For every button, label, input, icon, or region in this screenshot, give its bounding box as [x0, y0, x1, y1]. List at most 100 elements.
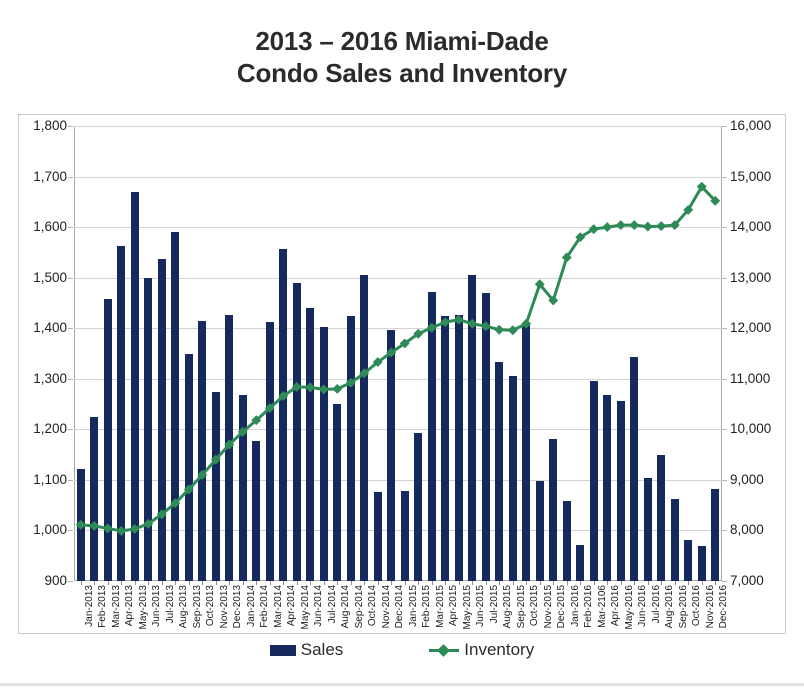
left-axis-tick-mark: [68, 429, 73, 431]
sales-bar: [481, 293, 490, 581]
x-axis-tick-label: Feb-2013: [97, 585, 109, 628]
x-axis-tick-mark: [418, 581, 420, 585]
left-axis-tick-label: 1,300: [33, 370, 67, 386]
sales-bar: [711, 489, 720, 581]
x-axis-tick-label: Jun-2015: [475, 585, 487, 627]
x-axis-tick-mark: [175, 581, 177, 585]
x-axis-tick-mark: [296, 581, 298, 585]
right-y-axis: 16,000 15,000 14,000 13,000 12,000 11,000 10,0…: [722, 115, 787, 587]
x-axis-tick-label: Dec-2015: [556, 585, 568, 629]
sales-bar: [130, 191, 139, 581]
x-axis-tick-mark: [377, 581, 379, 585]
x-axis-tick-label: May-2016: [623, 585, 635, 630]
sales-bar: [643, 478, 652, 581]
x-axis-tick-mark: [634, 581, 636, 585]
x-axis-tick-mark: [647, 581, 649, 585]
x-axis-tick-mark: [593, 581, 595, 585]
sales-swatch-icon: [269, 644, 296, 656]
x-axis-tick-label: May-2015: [461, 585, 473, 630]
x-axis-tick-label: Jan-2015: [407, 585, 419, 627]
x-axis-tick-label: Nov-2014: [380, 585, 392, 629]
sales-bar: [603, 394, 612, 581]
x-axis-tick-label: Jan-2013: [83, 585, 95, 627]
x-axis-tick-mark: [161, 581, 163, 585]
left-axis-tick-mark: [68, 479, 73, 481]
gridline: [74, 176, 722, 178]
left-axis-line: [74, 126, 75, 581]
sales-bar: [468, 274, 477, 581]
sales-bar: [117, 245, 126, 581]
inventory-swatch-diamond-icon: [437, 644, 451, 657]
title-line-2: Condo Sales and Inventory: [236, 57, 568, 88]
x-axis-tick-label: Aug-2014: [340, 585, 352, 629]
x-axis-tick-label: Jul-2016: [650, 585, 662, 624]
sales-bar: [103, 299, 112, 581]
sales-bar: [252, 440, 261, 581]
x-axis-tick-label: Jul-2014: [326, 585, 338, 624]
left-axis-tick-label: 1,400: [33, 320, 67, 336]
sales-bar: [630, 356, 639, 581]
sales-bar: [427, 292, 436, 581]
x-axis-tick-label: Mar-2106: [596, 585, 608, 628]
x-axis-tick-mark: [242, 581, 244, 585]
left-axis-tick-label: 1,200: [33, 421, 67, 437]
x-axis-tick-mark: [620, 581, 622, 585]
sales-bar: [495, 361, 504, 581]
sales-bar: [454, 314, 463, 581]
x-axis-tick-label: Jun-2014: [313, 585, 325, 627]
sales-bar: [400, 490, 409, 581]
sales-bar: [535, 481, 544, 581]
x-axis-tick-mark: [283, 581, 285, 585]
x-axis-tick-label: Oct-2013: [205, 585, 217, 627]
right-axis-tick-label: 12,000: [730, 320, 772, 336]
x-axis-tick-mark: [202, 581, 204, 585]
x-axis-tick-label: Aug-2015: [502, 585, 514, 629]
x-axis-tick-label: Apr-2015: [448, 585, 460, 627]
x-axis-tick-mark: [526, 581, 528, 585]
left-axis-tick-label: 1,800: [33, 118, 67, 133]
sales-bar: [346, 316, 355, 581]
right-axis-tick-mark: [722, 126, 727, 127]
x-axis-tick-label: Nov-2013: [218, 585, 230, 629]
x-axis-tick-label: May-2014: [299, 585, 311, 630]
sales-bar: [292, 283, 301, 581]
x-axis-tick-label: Sep-2013: [191, 585, 203, 629]
chart-frame: 1,800 1,700 1,600 1,500 1,400 1,300 1,200 1,100…: [18, 114, 786, 634]
sales-bar: [211, 391, 220, 581]
right-axis-tick-label: 8,000: [730, 522, 764, 538]
x-axis-tick-label: Jul-2015: [488, 585, 500, 624]
x-axis-tick-mark: [499, 581, 501, 585]
x-axis-tick-mark: [364, 581, 366, 585]
x-axis-tick-mark: [215, 581, 217, 585]
bottom-axis-line: [74, 580, 722, 581]
x-axis-tick-label: Jan-2016: [569, 585, 581, 627]
x-axis-tick-mark: [512, 581, 514, 585]
x-axis-tick-mark: [580, 581, 582, 585]
legend-item-sales[interactable]: Sales: [269, 640, 343, 660]
x-axis-tick-mark: [472, 581, 474, 585]
sales-bar: [76, 468, 85, 581]
x-axis-tick-label: Dec-2013: [232, 585, 244, 629]
x-axis-tick-label: Jun-2013: [151, 585, 163, 627]
right-axis-tick-label: 7,000: [730, 573, 764, 588]
right-axis-tick-mark: [722, 378, 727, 380]
sales-bar: [657, 455, 666, 581]
right-axis-tick-label: 14,000: [730, 219, 772, 235]
sales-bar: [414, 433, 423, 581]
x-axis-tick-mark: [337, 581, 339, 585]
x-axis-tick-mark: [107, 581, 109, 585]
x-axis-tick-label: Apr-2013: [124, 585, 136, 627]
left-axis-tick-mark: [68, 277, 73, 279]
x-axis-tick-label: Jan-2014: [245, 585, 257, 627]
x-axis-tick-mark: [134, 581, 136, 585]
x-axis-tick-label: Jun-2016: [637, 585, 649, 627]
x-axis-ticks: [74, 581, 722, 586]
legend-item-inventory[interactable]: Inventory: [429, 640, 534, 660]
sales-bar: [373, 492, 382, 581]
x-axis-tick-label: Sep-2016: [677, 585, 689, 629]
x-axis-tick-label: Mar-2013: [110, 585, 122, 628]
x-axis-tick-label: Apr-2014: [286, 585, 298, 627]
x-axis-tick-label: Feb-2016: [583, 585, 595, 628]
x-axis-tick-label: Sep-2015: [515, 585, 527, 629]
sales-bar: [144, 278, 153, 581]
